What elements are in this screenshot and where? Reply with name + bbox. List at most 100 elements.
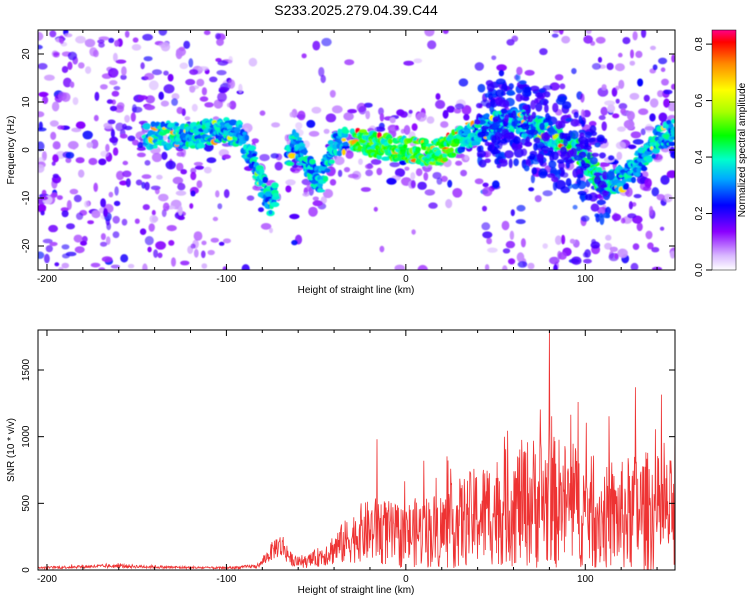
spectrogram-cell <box>51 161 56 166</box>
spectrogram-cell <box>318 67 325 77</box>
spectrogram-cell <box>518 80 527 85</box>
spectrogram-cell <box>337 169 343 177</box>
spectrogram-cell <box>649 113 656 122</box>
y-tick-label: 20 <box>21 48 32 60</box>
spectrogram-cell <box>666 170 675 179</box>
x-tick-label: 100 <box>577 274 594 285</box>
spectrogram-cell <box>614 253 619 260</box>
y-tick-label: 1500 <box>21 358 32 381</box>
spectrogram-cell <box>258 207 264 213</box>
spectrogram-cell <box>287 152 297 159</box>
spectrogram-cell <box>302 192 310 197</box>
spectrogram-cell <box>242 131 247 136</box>
spectrogram-cell <box>358 105 367 115</box>
spectrogram-cell <box>454 103 465 110</box>
spectrogram-cell <box>197 66 209 71</box>
spectrogram-cell <box>217 92 227 102</box>
spectrogram-cell <box>201 240 207 246</box>
spectrogram-cell <box>389 161 401 168</box>
spectrogram-cell <box>387 138 393 145</box>
spectrogram-cell <box>535 102 543 112</box>
spectrogram-cell <box>485 102 492 109</box>
spectrogram-cell <box>120 254 129 263</box>
spectrogram-cell <box>481 222 491 231</box>
spectrogram-cell <box>41 189 47 196</box>
spectrogram-cell <box>103 208 108 218</box>
spectrogram-cell <box>284 134 290 142</box>
colorbar-ticks: 0.0 0.2 0.4 0.6 0.8 <box>694 37 712 277</box>
spectrogram-cell <box>180 169 187 175</box>
spectrogram-cell <box>105 236 111 245</box>
spectrogram-cell <box>358 158 363 165</box>
spectrogram-cell <box>528 129 539 136</box>
spectrogram-cell <box>233 126 241 134</box>
spectrogram-cell <box>217 203 223 210</box>
spectrogram-cell <box>124 114 130 123</box>
spectrogram-cell <box>504 150 514 159</box>
spectrogram-cell <box>153 145 158 149</box>
spectrogram-cell <box>259 154 270 162</box>
spectrogram-cell <box>160 100 169 107</box>
spectrogram-cell <box>501 220 510 231</box>
spectrogram-cell <box>482 186 493 197</box>
spectrogram-cell <box>635 171 641 177</box>
spectrogram-cell <box>297 137 303 141</box>
spectrogram-cell <box>360 187 371 192</box>
spectrogram-cell <box>189 69 199 75</box>
spectrogram-cell <box>312 200 323 207</box>
spectrogram-cell <box>78 169 85 178</box>
spectrogram-cell <box>617 248 628 258</box>
spectrogram-cell <box>108 37 115 44</box>
spectrogram-cell <box>132 37 139 43</box>
spectrogram-cell <box>158 42 169 48</box>
spectrogram-cell <box>623 119 635 129</box>
spectrogram-cell <box>590 241 601 249</box>
spectrogram-cell <box>502 121 507 127</box>
snr-background <box>38 330 675 570</box>
spectrogram-cell <box>394 264 405 270</box>
spectrogram-cell <box>670 151 675 159</box>
spectrogram-cell <box>52 154 59 163</box>
spectrogram-cell <box>508 158 513 169</box>
spectrogram-cell <box>51 101 60 112</box>
spectrogram-cell <box>238 83 243 94</box>
spectrogram-cell <box>524 141 533 147</box>
spectrogram-cell <box>137 141 144 149</box>
spectrogram-cell <box>580 215 590 222</box>
spectrogram-cell <box>67 51 77 61</box>
spectrogram-cell <box>576 177 582 186</box>
spectrogram-cell <box>508 258 516 265</box>
spectrogram-cell <box>399 159 407 166</box>
spectrogram-cell <box>308 130 320 137</box>
spectrogram-cell <box>585 30 592 34</box>
spectrogram-cell <box>615 141 626 150</box>
spectrogram-cell <box>322 188 334 199</box>
spectrogram-cell <box>548 160 557 169</box>
spectrogram-cell <box>435 149 442 155</box>
colorbar-label: Normalized spectral amplitude <box>737 82 748 217</box>
spectrogram-cell <box>331 105 343 114</box>
spectrogram-cell <box>341 148 346 156</box>
spectrogram-cell <box>210 237 219 243</box>
spectrogram-cell <box>193 248 199 258</box>
spectrogram-cell <box>320 74 326 84</box>
spectrogram-cell <box>413 58 423 64</box>
spectrogram-cell <box>580 93 585 103</box>
spectrogram-cell <box>151 209 156 216</box>
spectrogram-cell <box>668 141 675 147</box>
spectrogram-cell <box>40 210 45 216</box>
spectrogram-cell <box>554 74 564 81</box>
spectrogram-cell <box>498 69 505 77</box>
spectrogram-cell <box>193 161 203 166</box>
spectrogram-cell <box>196 78 205 87</box>
spectrogram-cell <box>435 93 441 100</box>
spectrogram-cell <box>538 168 548 179</box>
spectrogram-cell <box>89 47 98 57</box>
spectrogram-cell <box>50 192 58 198</box>
spectrogram-cell <box>244 134 250 142</box>
spectrogram-cell <box>248 57 258 67</box>
spectrogram-cell <box>602 212 610 219</box>
spectrogram-cell <box>426 116 435 124</box>
spectrogram-cell <box>584 193 593 201</box>
